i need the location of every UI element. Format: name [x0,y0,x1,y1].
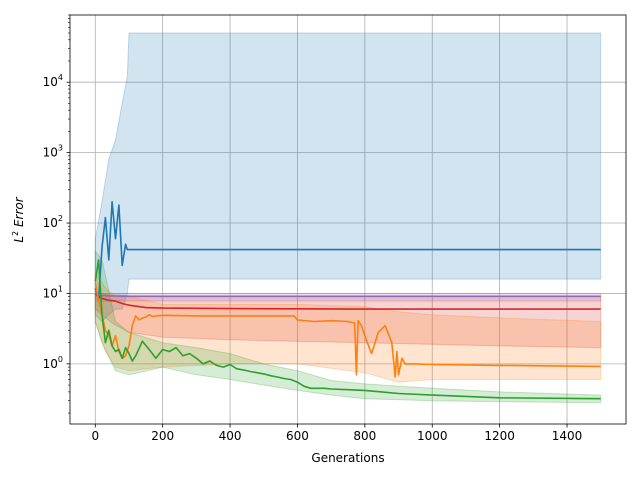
y-axis-label-rest: Error [12,196,26,231]
plot-frame [69,14,627,425]
x-axis-label: Generations [311,451,384,465]
series-4-band [94,249,602,404]
series-1-band [94,293,602,302]
x-tick-label: 600 [286,429,309,443]
y-tick-label: 100 [43,355,63,371]
x-tick-label: 800 [353,429,376,443]
y-tick-label: 101 [43,284,63,300]
y-axis-label: L2 Error [11,196,26,242]
x-tick-label: 400 [219,429,242,443]
x-tick-label: 0 [91,429,99,443]
series-3-band [94,270,602,383]
x-tick-label: 200 [151,429,174,443]
x-tick-label: 1200 [484,429,515,443]
series-4-line [94,259,601,400]
y-axis-label-sup: 2 [11,231,20,236]
x-tick-label: 1400 [552,429,583,443]
series-0-line [94,201,601,302]
series-2-line [94,293,601,310]
y-axis-label-main: L [12,236,26,243]
series-0-band [94,32,602,323]
confidence-bands [94,32,602,404]
axis-ticks: 0 200 400 600 800 1000 1200 1400 100 101 102 103 104 [43,14,583,443]
series-1-line [95,294,601,298]
x-tick-label: 1000 [417,429,448,443]
y-tick-label: 102 [43,214,63,230]
y-tick-label: 103 [43,144,63,160]
y-tick-label: 104 [43,73,63,89]
grid [70,15,626,424]
series-lines [94,201,601,400]
